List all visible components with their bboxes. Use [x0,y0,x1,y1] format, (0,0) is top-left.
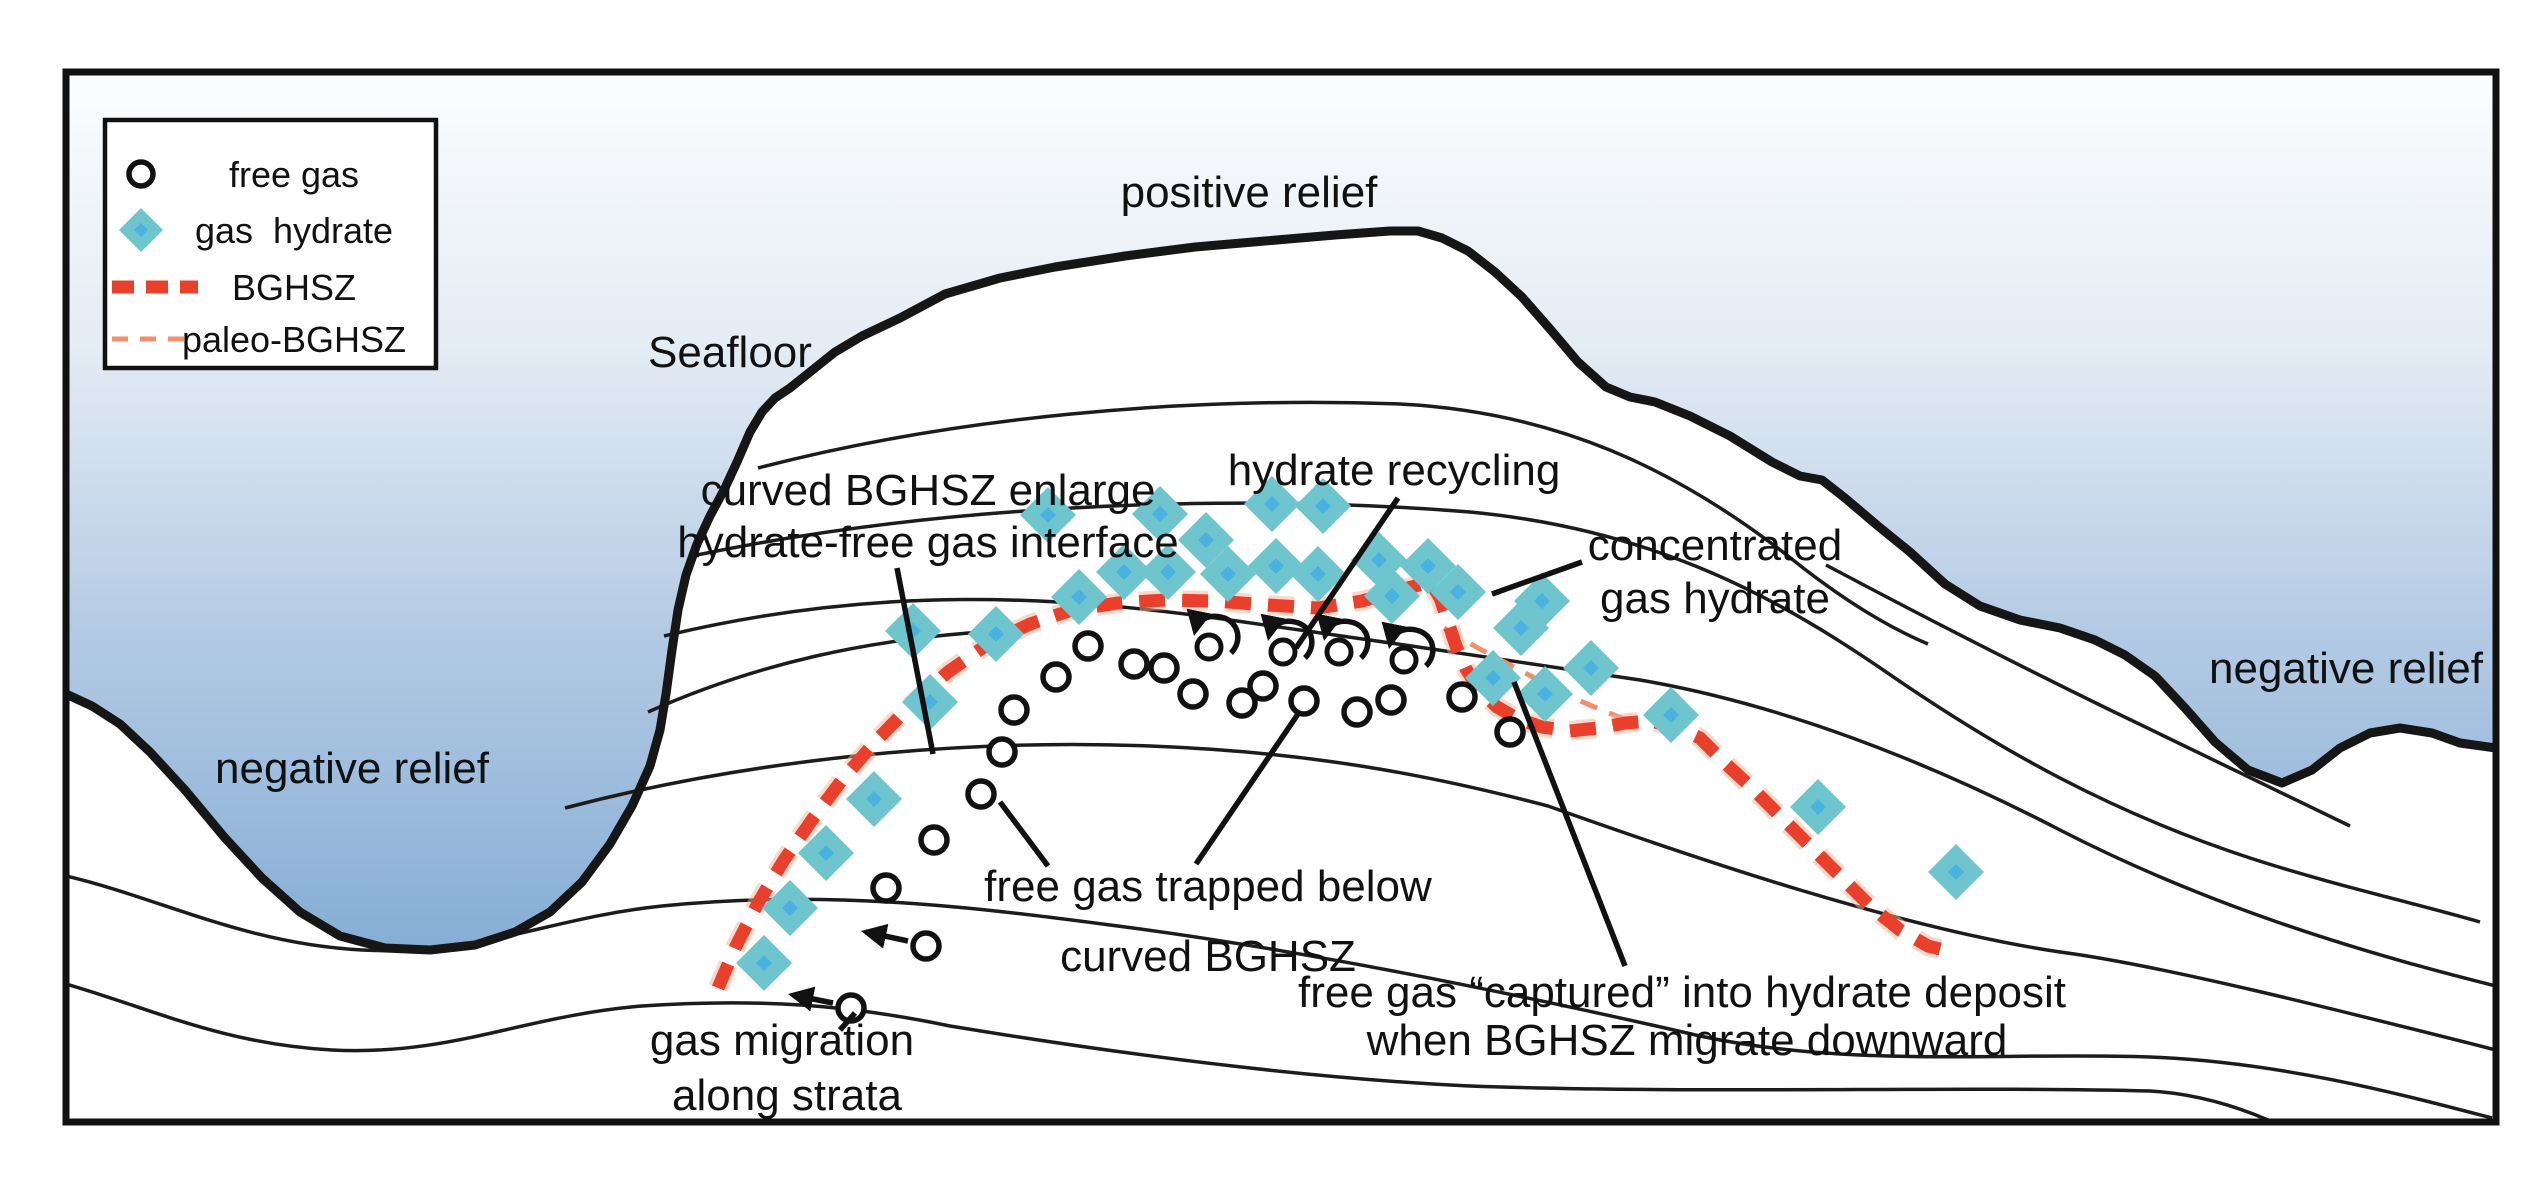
leader-line [1491,559,1583,597]
stratum-line [564,742,2496,1052]
stratum-line [647,630,983,714]
gas-hydrate-diamond-icon [968,606,1024,662]
legend-item-label: free gas [229,154,359,195]
free-gas-circle-icon [126,159,156,189]
legend-item-label: BGHSZ [232,267,356,308]
gas-hydrate-diamond-icon [1364,568,1420,624]
free-gas-circle-icon [918,824,950,856]
gas-hydrate-diamond-core [134,223,148,237]
gas-hydrate-diamond-icon [762,880,818,936]
gas-hydrate-diamond-icon [1248,538,1304,594]
free-gas-circle-icon [1040,661,1072,693]
leader-line [1511,680,1628,968]
leader-line [997,800,1051,868]
free-gas-circle-icon [1288,685,1320,717]
label-seafloor: Seafloor [648,328,812,377]
gas-hydrate-diamond-icon [1140,544,1196,600]
label-free-gas-trapped: free gas trapped below [984,862,1432,911]
leader-line [837,1011,858,1032]
recycling-arrow-icon [1381,621,1436,675]
label-gas-migration: along strata [672,1071,902,1120]
gas-hydrate-diamond-icon [1790,779,1846,835]
gas-hydrate-diamond-icon [1563,640,1619,696]
label-negative-relief-left: negative relief [215,744,490,793]
free-gas-circle-icon [1118,648,1150,680]
free-gas-circle-icon [1247,670,1279,702]
free-gas-circle-icon [1494,716,1526,748]
free-gas-circle-icon [1446,681,1478,713]
label-concentrated-gas-hydrate: gas hydrate [1600,574,1830,623]
free-gas-circle-icon [870,872,902,904]
gas-hydrate-diamond-icon [1051,569,1107,625]
gas-hydrate-diamond-icon [1132,486,1188,542]
label-hydrate-recycling: hydrate recycling [1228,446,1561,495]
gas-hydrate-diamond-icon [846,771,902,827]
stratum-line [66,982,2269,1122]
free-gas-circle-icon [1226,687,1258,719]
figure-frame [62,68,2500,1126]
label-curved-bghsz-interface: hydrate-free gas interface [677,518,1178,567]
label-concentrated-gas-hydrate: concentrated [1588,521,1842,570]
gas-hydrate-diamond-icon [1493,600,1549,656]
gas-hydrate-diamond-icon [1517,666,1573,722]
gas-hydrate-diamond-icon [1290,546,1346,602]
gas-hydrate-diamond-icon [1020,487,1076,543]
gas-hydrate-diamond-icon [1096,544,1152,600]
free-gas-circle-icon [1148,652,1180,684]
free-gas-circle-icon [1177,678,1209,710]
gas-hydrate-diamond-icon [1430,564,1486,620]
label-free-gas-trapped: curved BGHSZ [1060,932,1356,981]
legend-box [102,117,439,371]
leader-line [1193,712,1301,866]
migration-arrow-icon [861,923,942,962]
gas-hydrate-diamond-icon [1928,844,1984,900]
label-free-gas-captured: free gas “captured” into hydrate deposit [1298,968,2066,1017]
leader-line [894,567,936,755]
gas-hydrate-diamond-icon [736,935,792,991]
stratum-line [691,501,2481,924]
water-area [66,72,2496,950]
free-gas-circle-icon [998,694,1030,726]
stratum-line [757,400,1929,646]
legend-item-label: gas hydrate [195,210,393,251]
label-negative-relief-right: negative relief [2209,644,2484,693]
leader-line [1293,496,1401,650]
label-free-gas-captured: when BGHSZ migrate downward [1366,1016,2008,1065]
free-gas-circle-icon [1375,684,1407,716]
gas-hydrate-diamond-icon [1465,650,1521,706]
free-gas-circle-icon [1341,696,1373,728]
legend-item-label: paleo-BGHSZ [182,319,406,360]
gas-hydrate-diamond-icon [1295,478,1351,534]
gas-hydrate-diamond-icon [798,825,854,881]
gas-hydrate-diamond-icon [1244,476,1300,532]
recycling-arrow-icon [1260,613,1315,667]
stratum-line [1825,563,2351,828]
label-positive-relief: positive relief [1121,168,1379,217]
label-gas-migration: gas migration [650,1016,914,1065]
seafloor-line [66,226,2496,955]
label-curved-bghsz-interface: curved BGHSZ enlarge [701,466,1156,515]
free-gas-circle-icon [1072,630,1104,662]
recycling-arrow-icon [1186,608,1241,662]
stratum-line [663,597,2496,988]
gas-hydrate-diamond-icon [1643,687,1699,743]
free-gas-circle-icon [965,778,997,810]
paleo-bghsz-line [1442,625,1631,724]
gas-hydrate-diamond-icon [1200,546,1256,602]
free-gas-circle-icon [986,736,1018,768]
legend: free gas gas hydrate BGHSZ paleo-BGHSZ [102,117,439,371]
recycling-arrow-icon [1316,613,1371,667]
